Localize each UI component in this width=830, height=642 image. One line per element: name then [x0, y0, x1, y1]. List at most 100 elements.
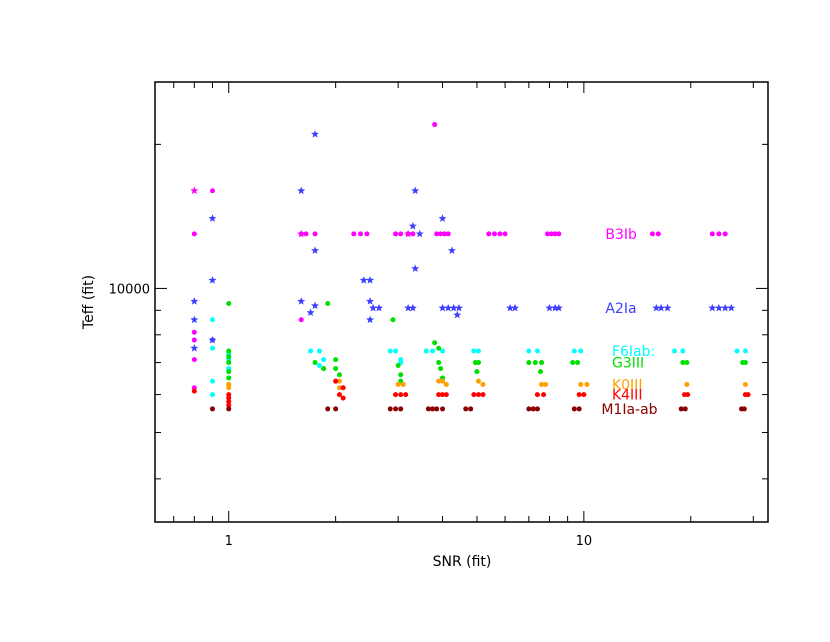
data-point [209, 378, 215, 384]
data-point [191, 231, 197, 237]
data-point [321, 366, 327, 372]
data-point [575, 360, 581, 366]
data-point [684, 360, 690, 366]
data-point [716, 231, 722, 237]
data-point [398, 231, 404, 237]
data-point [581, 392, 587, 398]
data-point [209, 345, 215, 351]
data-point [393, 406, 399, 412]
data-point [526, 406, 532, 412]
data-point [298, 317, 304, 323]
data-point [491, 231, 497, 237]
data-point [403, 392, 409, 398]
data-point-star [506, 303, 515, 312]
data-point-star [190, 297, 199, 305]
y-tick-label: 10000 [109, 282, 150, 297]
data-point [548, 231, 554, 237]
data-point [438, 366, 444, 372]
data-point [584, 381, 590, 387]
series-label: K4III [612, 388, 642, 404]
data-point [502, 231, 508, 237]
series-label: F6Iab: [612, 344, 655, 360]
data-point-star [208, 214, 217, 222]
data-point-star [727, 303, 736, 312]
data-point-star [551, 303, 560, 312]
data-point [486, 231, 492, 237]
data-point [400, 381, 406, 387]
plot-frame [154, 81, 769, 523]
data-point [191, 329, 197, 335]
data-point [325, 301, 331, 307]
data-point [226, 354, 232, 360]
data-point [475, 378, 481, 384]
data-point [539, 360, 545, 366]
data-point [316, 348, 322, 354]
data-point [303, 231, 309, 237]
data-point [209, 406, 215, 412]
data-point [398, 406, 404, 412]
data-point-star [511, 303, 520, 312]
data-point [570, 360, 576, 366]
data-point-star [447, 246, 456, 254]
data-point [226, 369, 232, 375]
data-point [443, 392, 449, 398]
data-point [440, 378, 446, 384]
data-point [468, 406, 474, 412]
data-point [526, 360, 532, 366]
data-point [425, 406, 431, 412]
data-point [722, 231, 728, 237]
data-points [190, 122, 751, 412]
data-point [226, 385, 232, 391]
data-point [440, 406, 446, 412]
data-point [709, 231, 715, 237]
data-point-star [369, 303, 378, 312]
data-point [390, 317, 396, 323]
data-point-star [375, 303, 384, 312]
data-point [333, 378, 339, 384]
data-point [440, 348, 446, 354]
data-point [745, 392, 751, 398]
data-point [398, 392, 404, 398]
data-point [443, 381, 449, 387]
data-point-star [453, 310, 462, 319]
data-point [538, 369, 544, 375]
y-axis-label: Teff (fit) [81, 275, 97, 330]
data-point [742, 381, 748, 387]
axes: 1 10 10000 [109, 82, 768, 549]
data-point [226, 399, 232, 405]
data-point [474, 369, 480, 375]
data-point [432, 340, 438, 346]
data-point [226, 395, 232, 401]
data-point-star [444, 303, 453, 312]
data-point [312, 360, 318, 366]
data-point [191, 388, 197, 394]
data-point [209, 392, 215, 398]
data-point-star [454, 303, 463, 312]
data-point-star [408, 221, 417, 230]
data-point [539, 381, 545, 387]
data-point [534, 348, 540, 354]
data-point [209, 337, 215, 343]
data-point [680, 360, 686, 366]
data-point [226, 375, 232, 381]
data-point [436, 360, 442, 366]
data-point [685, 392, 691, 398]
data-point [682, 406, 688, 412]
data-point [471, 392, 477, 398]
data-point [475, 348, 481, 354]
data-point-star [408, 303, 417, 312]
data-point-star [411, 186, 420, 195]
data-point [308, 348, 314, 354]
data-point [393, 392, 399, 398]
data-point [436, 378, 442, 384]
data-point [571, 348, 577, 354]
data-point-star [657, 303, 666, 312]
data-point [497, 231, 503, 237]
data-point-star [404, 303, 413, 312]
data-point [576, 392, 582, 398]
data-point [475, 360, 481, 366]
data-point [576, 406, 582, 412]
data-point [534, 392, 540, 398]
